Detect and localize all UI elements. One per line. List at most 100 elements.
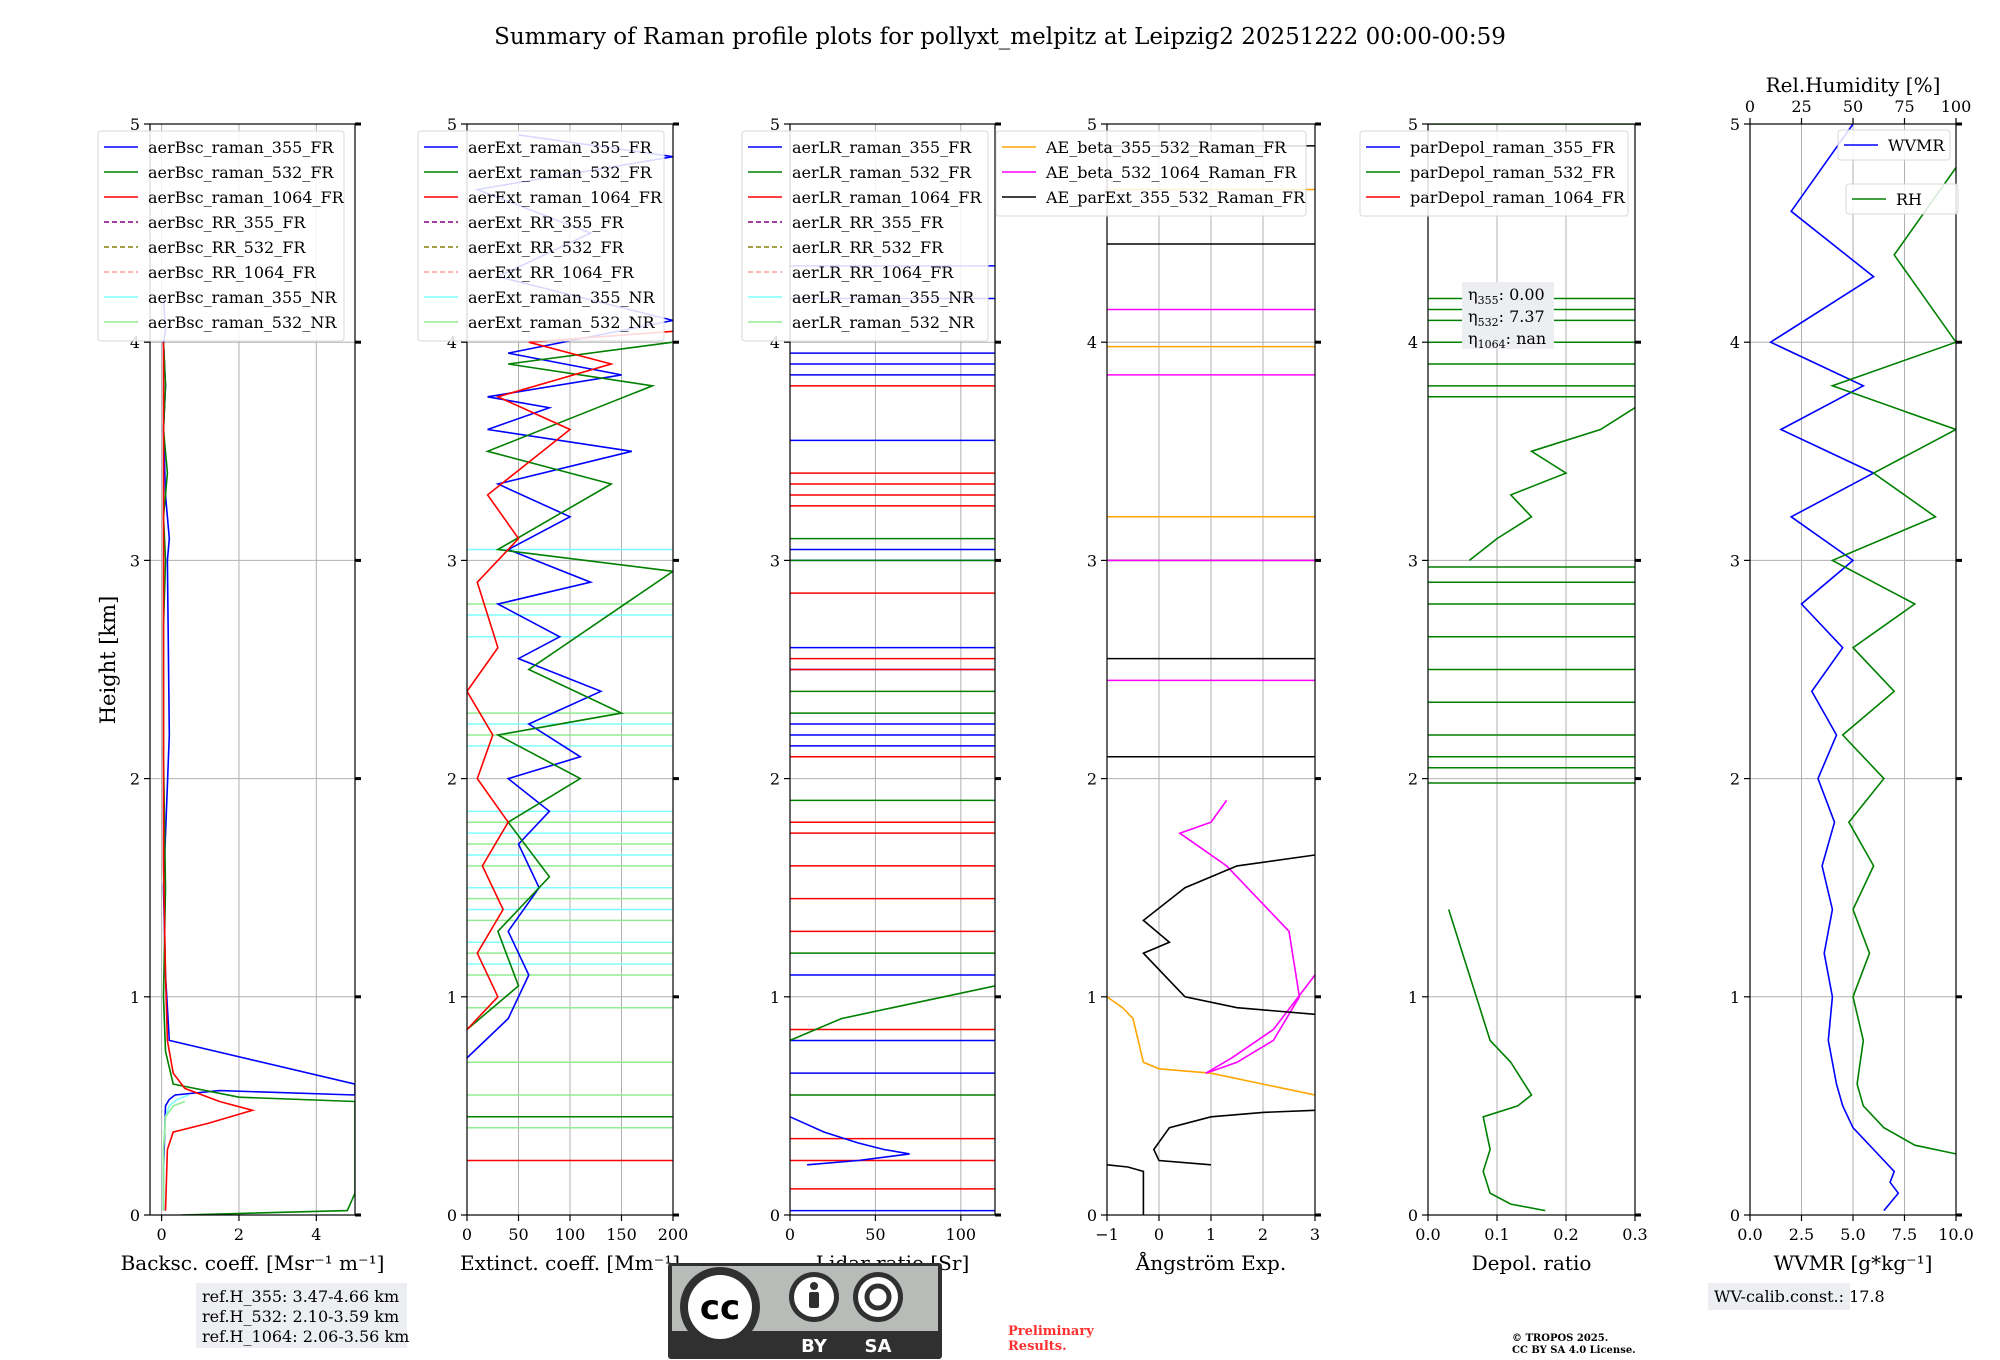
series-line-aerBsc_raman_1064_FR: [162, 342, 256, 1211]
panel-lidar_ratio: 050100012345Lidar ratio [Sr]aerLR_raman_…: [741, 115, 1001, 1275]
legend-lidar_ratio: aerLR_raman_355_FR aerLR_raman_532_FR aerL…: [741, 130, 989, 342]
cc-circle-inner: [688, 1275, 752, 1339]
y-tick-label: 1: [770, 988, 780, 1007]
y-tick-label: 4: [130, 333, 140, 352]
y-tick-label: 2: [447, 770, 457, 789]
x-axis-label: Ångström Exp.: [1135, 1250, 1286, 1275]
cc-logo-text: cc: [700, 1288, 740, 1328]
y-tick-label: 3: [1408, 551, 1418, 570]
legend-box: [1837, 129, 1951, 161]
x-tick-label: 100: [555, 1225, 586, 1244]
legend-label: aerBsc_raman_355_FR: [148, 138, 334, 157]
x-tick-label: 0.3: [1622, 1225, 1647, 1244]
x-tick-label: 10.0: [1938, 1225, 1974, 1244]
plot-area: [790, 265, 995, 1212]
panels: 0 2 4 0 1 2 3 4 5 Backsc. coeff. [Msr⁻¹ m⁻¹] aerBs…: [97, 73, 1974, 1275]
legend-label: WVMR: [1888, 136, 1945, 155]
series-line-aerExt_raman_1064_FR: [467, 330, 673, 1031]
panel-extinction: 0 50 100 150 200 0 1 2 3 4 5 Extinct. coeff. [Mm⁻¹]…: [417, 115, 689, 1275]
y-tick-label: 1: [1730, 988, 1740, 1007]
x2-tick-label: 50: [1843, 97, 1863, 116]
y-axis-label: Height [km]: [96, 596, 120, 725]
series-line-WVMR: [1768, 124, 1900, 1212]
cc-by-sa-badge: cc BY SA: [668, 1263, 942, 1359]
x-tick-label: 0.2: [1553, 1225, 1578, 1244]
x-tick-label: 50: [865, 1225, 885, 1244]
legend-label: parDepol_raman_355_FR: [1410, 138, 1616, 157]
series-line-AE_parExt_355_532_Raman_FR: [1107, 1164, 1145, 1215]
legend-label: RH: [1896, 190, 1922, 209]
x-tick-label: 7.5: [1892, 1225, 1917, 1244]
legend-label: aerLR_raman_532_FR: [792, 163, 972, 182]
x-tick-label: 0.1: [1484, 1225, 1509, 1244]
x-tick-label: 200: [658, 1225, 689, 1244]
x-tick-label: 4: [311, 1225, 321, 1244]
plot-area: [162, 298, 355, 1215]
x-axis-label: Extinct. coeff. [Mm⁻¹]: [460, 1251, 680, 1275]
legend-label: aerExt_RR_355_FR: [468, 213, 625, 232]
y-tick-label: 1: [447, 988, 457, 1007]
eta-value: η1064: nan: [1468, 329, 1546, 351]
x-tick-label: 0: [462, 1225, 472, 1244]
legend-box: [995, 130, 1307, 217]
legend-extinction: aerExt_raman_355_FR aerExt_raman_532_FRae…: [417, 130, 665, 342]
sa-icon-arrow: [864, 1283, 892, 1311]
eta-value: η532: 7.37: [1468, 307, 1545, 329]
y-tick-label: 5: [130, 115, 140, 134]
y-tick-label: 3: [447, 551, 457, 570]
legend-label: parDepol_raman_1064_FR: [1410, 188, 1626, 207]
y-tick-label: 4: [1087, 333, 1097, 352]
x-axis-label: Backsc. coeff. [Msr⁻¹ m⁻¹]: [121, 1251, 385, 1275]
series-line-aerBsc_raman_532_NR: [162, 1100, 186, 1211]
x-tick-label: 2: [234, 1225, 244, 1244]
y-tick-label: 5: [1730, 115, 1740, 134]
y-tick-label: 1: [1087, 988, 1097, 1007]
legend-label: aerExt_raman_1064_FR: [468, 188, 663, 207]
legend-label: aerLR_RR_355_FR: [792, 213, 944, 232]
legend-label: aerLR_raman_1064_FR: [792, 188, 982, 207]
x-tick-label: 0: [785, 1225, 795, 1244]
legend-box: [741, 130, 989, 342]
legend-label: aerLR_RR_1064_FR: [792, 263, 954, 282]
legend-label: aerBsc_RR_355_FR: [148, 213, 306, 232]
x2-tick-label: 100: [1941, 97, 1972, 116]
legend-label: aerLR_raman_355_FR: [792, 138, 972, 157]
legend-label: aerLR_raman_355_NR: [792, 288, 975, 307]
legend-label: aerLR_RR_532_FR: [792, 238, 944, 257]
plot-area: [467, 134, 673, 1162]
legend-box: [1845, 183, 1959, 215]
legend-depol: parDepol_raman_355_FR parDepol_raman_532_…: [1359, 130, 1629, 217]
legend-label: aerLR_raman_532_NR: [792, 313, 975, 332]
x-tick-label: 1: [1206, 1225, 1216, 1244]
y-tick-label: 2: [770, 770, 780, 789]
x-tick-label: 2.5: [1789, 1225, 1814, 1244]
panel-wvmr: 0.0 2.5 5.0 7.5 10.0 0 1 2 3 4 5 WVMR [g*kg⁻¹] 0 25 50…: [1730, 73, 1974, 1275]
by-icon-head: [810, 1282, 818, 1290]
sa-label: SA: [865, 1336, 892, 1357]
y-tick-label: 4: [1408, 333, 1418, 352]
x2-axis-label: Rel.Humidity [%]: [1766, 73, 1941, 97]
eta-box-background: [1462, 282, 1554, 349]
legend-label: aerExt_raman_532_NR: [468, 313, 656, 332]
wv-calib-background: [1708, 1283, 1850, 1310]
legend-label: aerExt_RR_532_FR: [468, 238, 625, 257]
y-tick-label: 0: [447, 1206, 457, 1225]
ref-h-532: ref.H_532: 2.10-3.59 km: [202, 1307, 399, 1326]
series-line-AE_beta_532_1064_Raman_FR: [1178, 799, 1315, 1074]
panel-backscatter: 0 2 4 0 1 2 3 4 5 Backsc. coeff. [Msr⁻¹ m⁻¹] aerBs…: [97, 115, 385, 1275]
y-tick-label: 5: [1408, 115, 1418, 134]
legend-label: AE_beta_532_1064_Raman_FR: [1045, 163, 1297, 182]
y-tick-label: 5: [770, 115, 780, 134]
legend-box: [97, 130, 345, 342]
legend-label: aerBsc_raman_532_NR: [148, 313, 337, 332]
y-tick-label: 0: [130, 1206, 140, 1225]
series-line-parDepol_raman_532_FR_upper: [1468, 407, 1635, 562]
series-line-aerLR_raman_532_FR: [790, 985, 995, 1042]
by-icon-body: [809, 1292, 819, 1308]
ref-box-background: [196, 1283, 407, 1348]
series-line-AE_parExt_355_532_Raman_FR_b: [1152, 1109, 1315, 1166]
legend-label: aerExt_raman_532_FR: [468, 163, 653, 182]
y-tick-label: 3: [1087, 551, 1097, 570]
